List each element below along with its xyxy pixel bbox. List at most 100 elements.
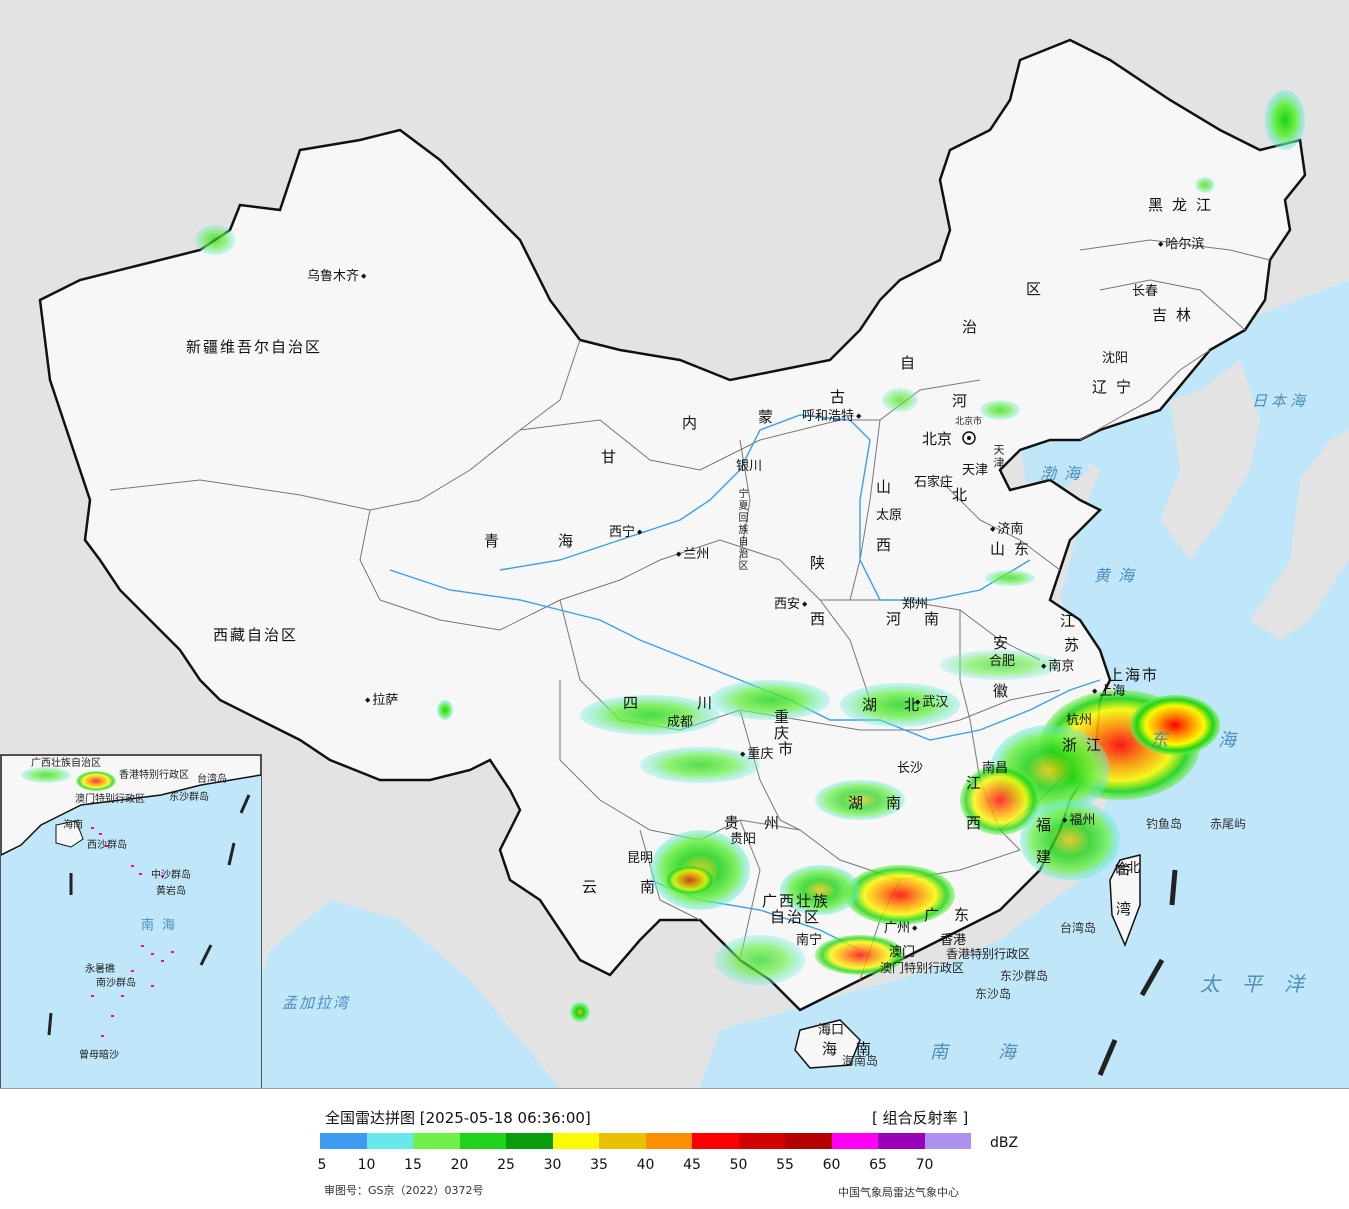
city-nanning: 南宁 — [796, 933, 823, 948]
label-qinghai-1: 青 — [484, 532, 502, 550]
bengal-bay-area — [230, 900, 560, 1088]
label-jilin: 吉林 — [1152, 306, 1201, 324]
label-guangdong-2: 东 — [954, 906, 972, 924]
label-neimenggu-6: 区 — [1026, 280, 1044, 298]
label-dongsha-qundao: 东沙群岛 — [1000, 969, 1049, 983]
city-harbin: 哈尔滨 — [1158, 238, 1204, 251]
color-bar-tick-label: 20 — [450, 1157, 469, 1173]
label-shanxi-1: 山 — [876, 478, 894, 496]
color-swatch — [506, 1133, 553, 1149]
agency-credit: 中国气象局雷达气象中心 — [838, 1186, 959, 1199]
capital-marker — [962, 431, 976, 445]
city-zhengzhou: 郑州 — [902, 597, 929, 612]
japan-land — [1250, 430, 1349, 640]
label-hunan-2: 南 — [886, 794, 904, 812]
city-hongkong: 香港 — [940, 933, 967, 948]
label-qinghai-2: 海 — [558, 532, 576, 550]
label-chongqing-3: 市 — [778, 740, 796, 758]
color-bar — [320, 1133, 971, 1149]
city-changchun: 长春 — [1132, 284, 1159, 299]
label-sichuan-2: 川 — [697, 694, 715, 712]
label-xizang: 西藏自治区 — [213, 626, 299, 644]
label-hebei-2: 北 — [952, 486, 970, 504]
label-neimenggu-1: 内 — [682, 414, 700, 432]
inset-label-hk: 香港特别行政区 — [119, 770, 189, 781]
label-neimenggu-5: 治 — [962, 318, 980, 336]
label-anhui-1: 安 — [993, 634, 1011, 652]
color-swatch — [645, 1133, 692, 1149]
label-guizhou-1: 贵 — [724, 814, 742, 832]
map-approval-number: 审图号：GS京（2022）0372号 — [324, 1184, 484, 1197]
color-bar-tick-label: 65 — [869, 1157, 887, 1173]
label-chongqing-2: 庆 — [774, 724, 792, 742]
label-zhejiang: 浙江 — [1062, 736, 1111, 754]
color-bar-tick-label: 50 — [729, 1157, 748, 1173]
label-tianjin-shi: 天津 — [992, 444, 1005, 470]
color-swatch — [924, 1133, 971, 1149]
city-changsha: 长沙 — [897, 761, 924, 776]
label-bohai: 渤海 — [1040, 464, 1089, 483]
label-sichuan-1: 四 — [623, 694, 641, 712]
inset-label-hainan: 海南 — [63, 820, 83, 831]
city-haikou: 海口 — [818, 1023, 845, 1038]
inset-hainan — [55, 820, 84, 848]
color-bar-tick-label: 5 — [317, 1157, 327, 1173]
label-hk-sar: 香港特别行政区 — [946, 947, 1031, 961]
label-shanghai: 上海市 — [1108, 666, 1160, 684]
label-heilongjiang: 黑龙江 — [1148, 196, 1221, 214]
city-nanjing: 南京 — [1041, 660, 1074, 673]
city-urumqi: 乌鲁木齐 — [307, 270, 366, 283]
label-guangxi-2: 自治区 — [770, 908, 822, 926]
label-chiwei: 赤尾屿 — [1210, 817, 1247, 831]
japan-sea-area — [1260, 330, 1349, 470]
color-swatch — [831, 1133, 878, 1149]
color-swatch — [738, 1133, 785, 1149]
label-guangdong-1: 广 — [924, 906, 942, 924]
label-liaoning: 辽宁 — [1092, 378, 1141, 396]
label-east-sea: 东海 — [1150, 730, 1286, 751]
inset-islands — [91, 827, 174, 1037]
label-jiangsu-2: 苏 — [1064, 636, 1082, 654]
city-tianjin: 天津 — [962, 463, 989, 478]
city-guiyang: 贵阳 — [730, 832, 757, 847]
color-swatch — [785, 1133, 832, 1149]
legend-unit: dBZ — [990, 1135, 1019, 1151]
city-fuzhou: 福州 — [1062, 814, 1095, 827]
city-hangzhou: 杭州 — [1066, 713, 1093, 728]
korea-land — [1160, 360, 1260, 560]
color-swatch — [878, 1133, 925, 1149]
label-hainan-dao: 海南岛 — [842, 1054, 879, 1068]
city-hefei: 合肥 — [989, 654, 1016, 669]
label-henan-2: 南 — [924, 610, 942, 628]
label-shaanxi-1: 陕 — [810, 554, 828, 572]
city-wuhan: 武汉 — [915, 696, 948, 709]
label-macau-sar: 澳门特别行政区 — [880, 961, 965, 975]
color-swatch — [552, 1133, 599, 1149]
south-china-sea-inset: 广西壮族自治区 香港特别行政区 澳门特别行政区 东沙群岛 台湾岛 海南 西沙群岛… — [0, 754, 262, 1088]
label-xinjiang: 新疆维吾尔自治区 — [186, 338, 323, 356]
label-jiangxi-2: 西 — [966, 814, 984, 832]
city-taiyuan: 太原 — [876, 508, 903, 523]
label-south-sea: 南海 — [930, 1042, 1066, 1063]
label-henan-1: 河 — [886, 610, 904, 628]
label-bay-bengal: 孟加拉湾 — [282, 994, 351, 1012]
color-bar-tick-label: 30 — [543, 1157, 562, 1173]
label-diaoyu: 钓鱼岛 — [1146, 817, 1183, 831]
inset-label-south-sea: 南海 — [141, 918, 184, 933]
label-yunnan-2: 南 — [640, 878, 658, 896]
label-jiangxi-1: 江 — [966, 774, 984, 792]
label-hubei-1: 湖 — [862, 696, 880, 714]
label-jiangsu-1: 江 — [1060, 612, 1078, 630]
inset-sea — [51, 835, 241, 1085]
city-shenyang: 沈阳 — [1102, 351, 1129, 366]
city-lanzhou: 兰州 — [676, 548, 709, 561]
hainan-land — [794, 1019, 861, 1069]
label-hainan-2: 南 — [856, 1040, 874, 1058]
legend-panel: 全国雷达拼图 [2025-05-18 06:36:00] [ 组合反射率 ] d… — [0, 1088, 1349, 1209]
label-ningxia: 宁夏回族自治区 — [736, 488, 747, 572]
capital-marker-center — [967, 436, 971, 440]
label-guizhou-2: 州 — [764, 814, 782, 832]
inset-label-yongshu: 永暑礁 — [85, 964, 115, 975]
inset-canvas — [1, 755, 261, 1085]
color-bar-tick-label: 10 — [357, 1157, 376, 1173]
